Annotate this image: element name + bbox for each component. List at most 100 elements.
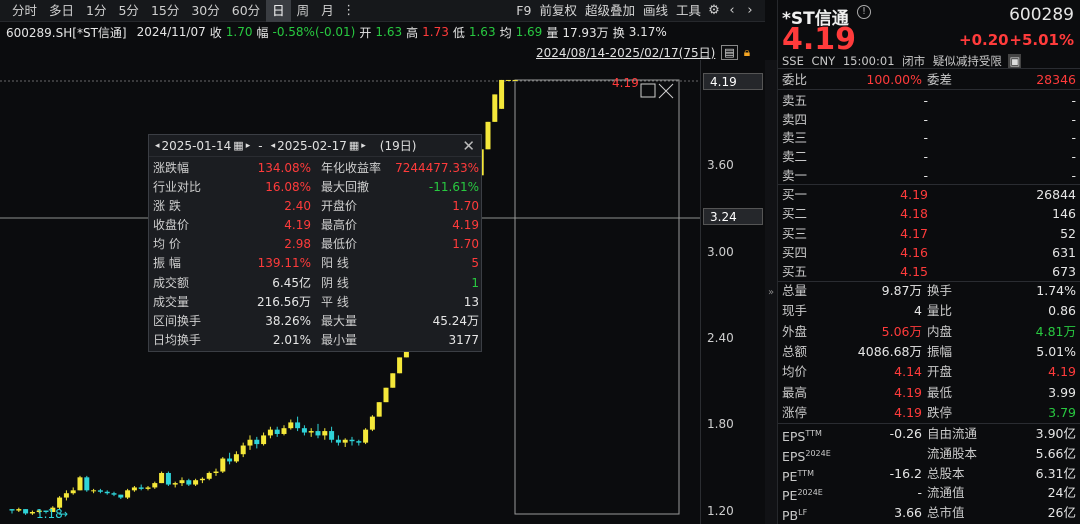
candle-body (220, 458, 226, 472)
f9-button[interactable]: F9 (516, 2, 532, 18)
range-dates[interactable]: 2024/08/14-2025/02/17(75日) (536, 46, 716, 60)
stat-label: 区间换手 (153, 313, 202, 328)
fundamental-row: PETTM -16.2 总股本 6.31亿 (782, 464, 1076, 484)
exchange: SSE (782, 54, 804, 68)
chevron-left-icon[interactable]: ‹ (729, 3, 735, 18)
gear-icon[interactable]: ⚙ (708, 3, 720, 18)
fund-value: 6.31亿 (1035, 465, 1076, 481)
price-axis: 4.19 3.60 3.24 3.00 2.40 1.80 1.20 (700, 60, 765, 524)
box-select-icon[interactable] (640, 83, 656, 98)
divider (778, 423, 1080, 424)
period-tab-fenshi[interactable]: 分时 (12, 2, 38, 18)
candle-body (254, 439, 260, 445)
info-icon[interactable]: ! (857, 5, 871, 19)
stat-value: 5.06万 (881, 323, 922, 339)
close-range-icon[interactable] (658, 83, 674, 99)
tag-icon[interactable]: ▣ (1008, 54, 1022, 68)
period-tab-month[interactable]: 月 (321, 2, 334, 18)
stat-value: 38.26% (265, 313, 311, 328)
caret-left-icon[interactable]: ◂ (270, 140, 276, 151)
caret-left-icon[interactable]: ◂ (155, 140, 160, 151)
stat-label: 收盘价 (153, 218, 190, 233)
stat-label: 成交额 (153, 275, 190, 290)
calendar-icon[interactable]: ▦ (233, 139, 244, 152)
candle-body (227, 458, 233, 462)
start-date-picker[interactable]: ◂ 2025-01-14 ▦ ▸ (155, 139, 250, 153)
candle-body (383, 387, 389, 403)
order-level: 买五 (782, 264, 808, 280)
lock-icon[interactable]: 🔒︎ (743, 45, 751, 59)
stat-label: 阴 线 (321, 275, 349, 290)
stat-value: 3.99 (1048, 384, 1076, 400)
period-tab-5min[interactable]: 5分 (118, 2, 139, 18)
caret-right-icon[interactable]: ▸ (245, 140, 251, 151)
order-volume: 631 (1052, 244, 1076, 260)
close-icon[interactable]: ✕ (462, 136, 475, 155)
candle-body (9, 509, 15, 511)
order-price: 4.15 (900, 264, 928, 280)
fundamental-row: EPSTTM -0.26 自由流通 3.90亿 (782, 424, 1076, 444)
order-price: - (923, 149, 928, 165)
candle-body (29, 512, 35, 514)
buy-order-row: 买三 4.17 52 (782, 224, 1076, 243)
stat-value: 5.01% (1036, 343, 1076, 359)
candle-body (342, 439, 348, 443)
turnover-value: 3.17% (628, 25, 667, 39)
period-tab-60min[interactable]: 60分 (231, 2, 261, 18)
stock-code: 600289 (1009, 5, 1074, 25)
fund-label: 流通股本 (927, 445, 978, 461)
overlay-button[interactable]: 超级叠加 (584, 2, 635, 18)
quote-time: 15:00:01 (842, 54, 895, 68)
candle-body (63, 493, 69, 498)
order-volume: 26844 (1036, 187, 1076, 202)
order-volume: - (1071, 167, 1076, 183)
order-level: 买二 (782, 206, 808, 222)
stat-label: 内盘 (927, 323, 953, 339)
stats-icon[interactable]: ▤ (721, 45, 738, 60)
stat-value: 7244477.33% (395, 161, 479, 175)
price-tick: 3.00 (707, 245, 734, 259)
stat-value: 4.14 (894, 364, 922, 380)
candle-body (267, 429, 273, 436)
price-tick: 1.80 (707, 417, 734, 431)
end-date-picker[interactable]: ◂ 2025-02-17 ▦ ▸ (271, 139, 366, 153)
ellipsis-vertical-icon[interactable]: ⋮ (342, 3, 356, 18)
trade-stat-row: 涨停 4.19 跌停 3.79 (782, 403, 1076, 422)
period-tab-15min[interactable]: 15分 (150, 2, 180, 18)
trade-stat-row: 均价 4.14 开盘 4.19 (782, 362, 1076, 381)
period-tab-day[interactable]: 日 (266, 0, 291, 22)
order-level: 买四 (782, 244, 808, 260)
order-price: 4.19 (900, 187, 928, 202)
order-volume: 673 (1052, 264, 1076, 280)
period-tab-week[interactable]: 周 (296, 2, 310, 18)
fund-label-text: PE (782, 488, 798, 504)
period-tab-1min[interactable]: 1分 (86, 2, 107, 18)
calendar-icon[interactable]: ▦ (348, 139, 360, 152)
close-label: 收 (209, 25, 222, 40)
stat-value: 6.45亿 (272, 275, 311, 290)
trade-stat-row: 现手 4 量比 0.86 (782, 301, 1076, 320)
range-selection-box[interactable] (514, 79, 680, 515)
caret-right-icon[interactable]: ▸ (361, 140, 366, 151)
draw-line-button[interactable]: 画线 (642, 2, 668, 18)
weicha-label: 委差 (927, 72, 953, 87)
sell-order-row: 卖三 - - (782, 128, 1076, 147)
stock-name: *ST信通 (782, 9, 849, 29)
price-change: +0.20 (959, 31, 1009, 49)
fund-label: PETTM (782, 464, 814, 487)
period-tab-30min[interactable]: 30分 (191, 2, 220, 18)
divider (778, 89, 1080, 90)
stat-label: 开盘 (927, 364, 953, 380)
current-price: 4.19 (782, 22, 857, 57)
adjust-button[interactable]: 前复权 (539, 2, 577, 18)
buy-order-row: 买一 4.19 26844 (782, 185, 1076, 204)
chevron-right-icon[interactable]: › (747, 3, 753, 18)
stat-label: 外盘 (782, 323, 808, 339)
tools-button[interactable]: 工具 (675, 2, 701, 18)
period-tab-multiday[interactable]: 多日 (49, 2, 75, 18)
change-label: 幅 (256, 25, 269, 40)
candle-body (349, 439, 355, 442)
order-volume: 146 (1052, 206, 1076, 222)
collapse-panel-button[interactable]: » (765, 60, 777, 524)
fundamental-row: PBLF 3.66 总市值 26亿 (782, 503, 1076, 523)
